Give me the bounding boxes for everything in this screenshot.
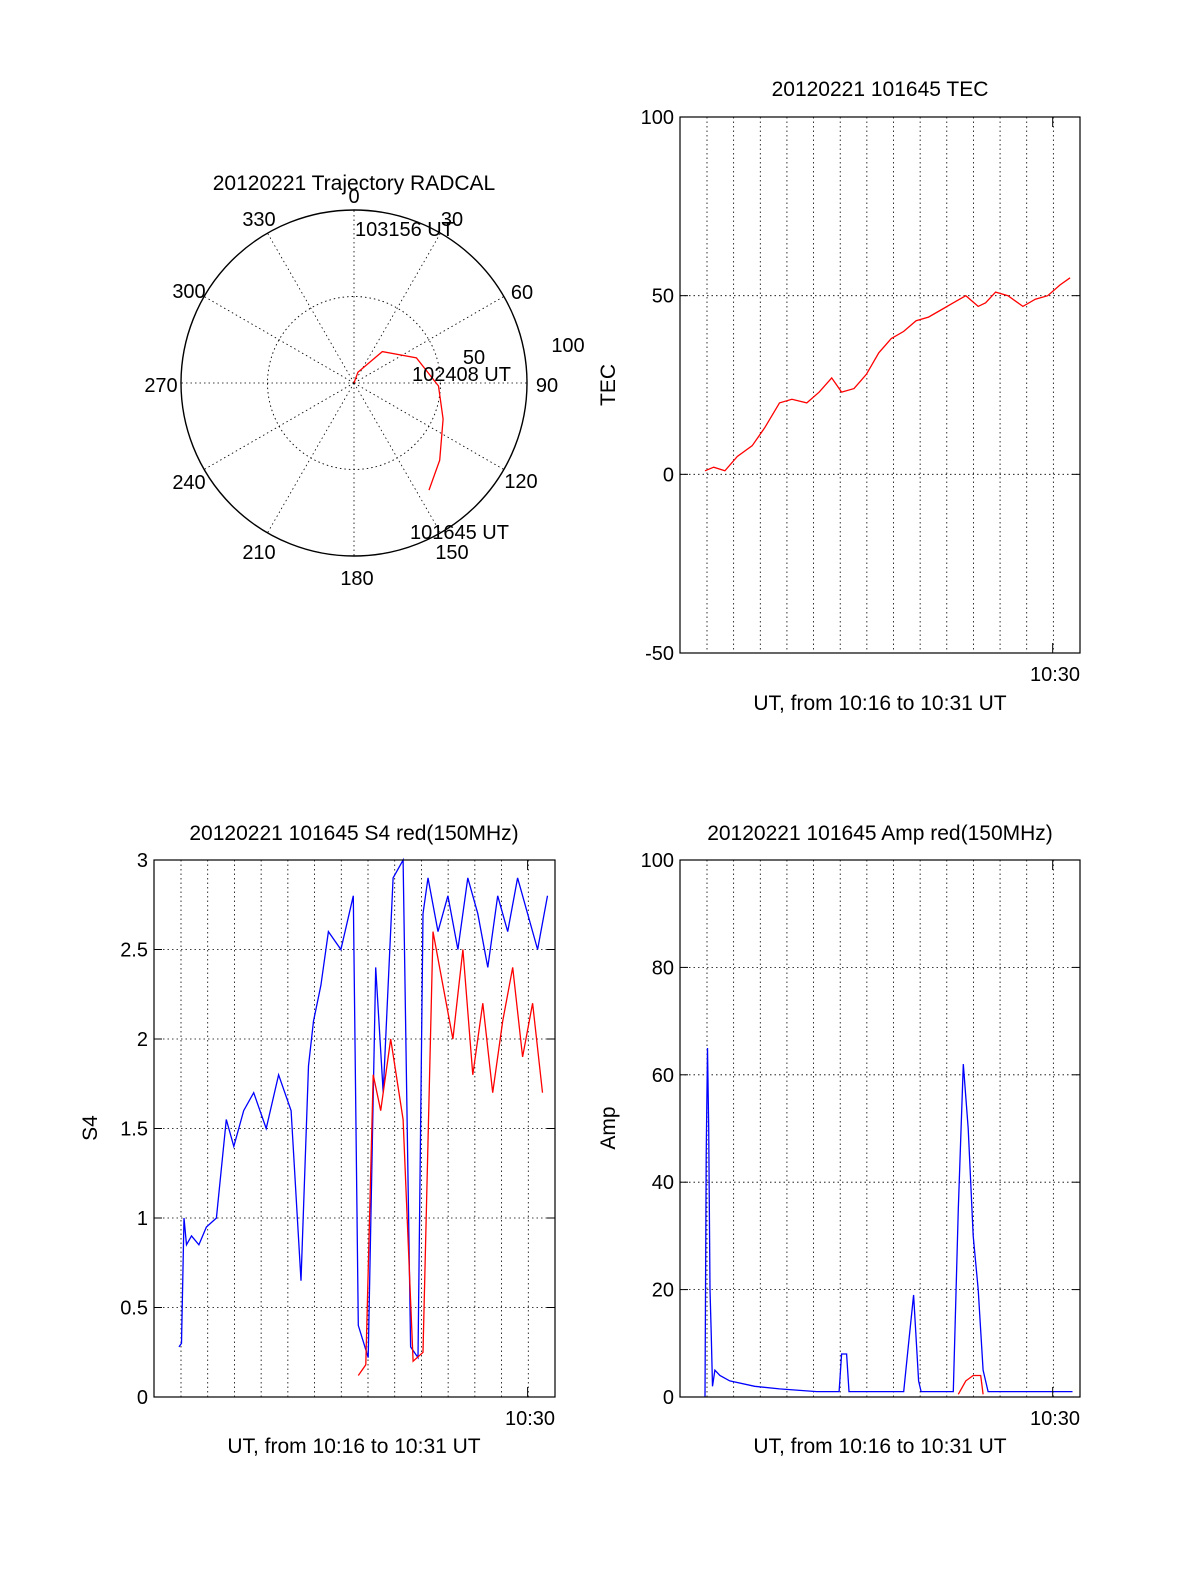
amp-x-tick-label: 10:30 — [1030, 1408, 1080, 1430]
polar-title: 20120221 Trajectory RADCAL — [213, 172, 496, 195]
series-line-0 — [704, 1047, 1073, 1398]
polar-angle-label: 30 — [441, 209, 463, 231]
polar-angle-label: 210 — [242, 542, 275, 564]
trajectory-mid-time: 102408 UT — [412, 364, 511, 386]
trajectory-end-time: 103156 UT — [355, 219, 454, 241]
amp-series — [704, 1047, 1073, 1398]
polar-trajectory-panel: 20120221 Trajectory RADCAL 0 30 60 90 120 150… — [144, 172, 584, 590]
polar-angle-label: 150 — [435, 542, 468, 564]
polar-angle-label: 330 — [242, 209, 275, 231]
y-tick-label: 0 — [663, 1387, 674, 1409]
polar-angle-labels: 0 30 60 90 120 150 180 210 240 270 300 330 — [144, 186, 558, 590]
polar-spoke — [203, 382, 355, 470]
polar-spoke — [353, 232, 441, 384]
polar-radius-labels: 50 100 — [463, 335, 585, 369]
tec-y-axis-label: TEC — [597, 364, 620, 406]
y-tick-label: 60 — [652, 1065, 674, 1087]
s4-y-ticks: 3 2.5 2 1.5 1 0.5 0 — [120, 850, 555, 1409]
y-tick-label: 3 — [137, 850, 148, 872]
polar-radius-label: 100 — [551, 335, 584, 357]
amp-y-ticks: 100 80 60 40 20 0 — [641, 850, 1080, 1409]
amp-axes-frame — [679, 859, 1081, 1398]
y-tick-label: 100 — [641, 850, 674, 872]
amp-panel: 20120221 101645 Amp red(150MHz) 100 80 60 4… — [597, 822, 1081, 1458]
polar-grid — [180, 209, 528, 557]
polar-angle-label: 60 — [511, 282, 533, 304]
polar-angle-label: 180 — [340, 568, 373, 590]
polar-angle-label: 0 — [348, 186, 359, 208]
s4-x-tick-label: 10:30 — [505, 1408, 555, 1430]
y-tick-label: 80 — [652, 957, 674, 979]
s4-gridlines — [154, 860, 555, 1397]
s4-y-axis-label: S4 — [79, 1115, 102, 1141]
s4-series — [178, 857, 549, 1376]
y-tick-label: 0 — [137, 1387, 148, 1409]
polar-spoke — [267, 382, 355, 534]
y-tick-label: 40 — [652, 1172, 674, 1194]
polar-spoke — [203, 296, 355, 384]
polar-angle-label: 90 — [536, 375, 558, 397]
series-line-1 — [357, 931, 544, 1376]
polar-outer-circle — [180, 209, 528, 557]
amp-title: 20120221 101645 Amp red(150MHz) — [707, 822, 1053, 845]
polar-angle-label: 270 — [144, 375, 177, 397]
polar-spoke — [353, 296, 505, 384]
polar-spoke — [353, 382, 441, 534]
s4-x-axis-label: UT, from 10:16 to 10:31 UT — [227, 1435, 480, 1458]
amp-y-axis-label: Amp — [597, 1106, 620, 1149]
tec-axes-frame — [679, 116, 1081, 654]
y-tick-label: -50 — [645, 643, 674, 665]
y-tick-label: 2 — [137, 1029, 148, 1051]
y-tick-label: 20 — [652, 1280, 674, 1302]
y-tick-label: 1.5 — [120, 1119, 148, 1141]
y-tick-label: 100 — [641, 107, 674, 129]
polar-radius-label: 50 — [463, 347, 485, 369]
polar-angle-label: 120 — [504, 471, 537, 493]
polar-angle-label: 300 — [172, 281, 205, 303]
trajectory-start-time: 101645 UT — [410, 522, 509, 544]
tec-panel: 20120221 101645 TEC 100 50 0 -50 10:30 UT, … — [597, 78, 1081, 715]
polar-spoke — [267, 232, 355, 384]
tec-title: 20120221 101645 TEC — [772, 78, 989, 101]
s4-title: 20120221 101645 S4 red(150MHz) — [189, 822, 518, 845]
polar-spoke — [353, 382, 505, 470]
tec-y-ticks: 100 50 0 -50 — [641, 107, 1080, 665]
tec-x-axis-label: UT, from 10:16 to 10:31 UT — [753, 692, 1006, 715]
series-line-0 — [178, 857, 549, 1360]
y-tick-label: 0.5 — [120, 1298, 148, 1320]
y-tick-label: 2.5 — [120, 940, 148, 962]
tec-series — [704, 277, 1071, 472]
tec-gridlines — [680, 117, 1080, 653]
tec-x-tick-label: 10:30 — [1030, 664, 1080, 686]
amp-x-axis-label: UT, from 10:16 to 10:31 UT — [753, 1435, 1006, 1458]
trajectory-line — [353, 350, 444, 491]
amp-gridlines — [680, 860, 1080, 1397]
series-line-0 — [704, 277, 1071, 472]
s4-panel: 20120221 101645 S4 red(150MHz) 3 2.5 2 1.5 1… — [79, 822, 556, 1458]
y-tick-label: 50 — [652, 286, 674, 308]
y-tick-label: 0 — [663, 464, 674, 486]
y-tick-label: 1 — [137, 1208, 148, 1230]
polar-angle-label: 240 — [172, 472, 205, 494]
series-line-1 — [957, 1374, 984, 1395]
